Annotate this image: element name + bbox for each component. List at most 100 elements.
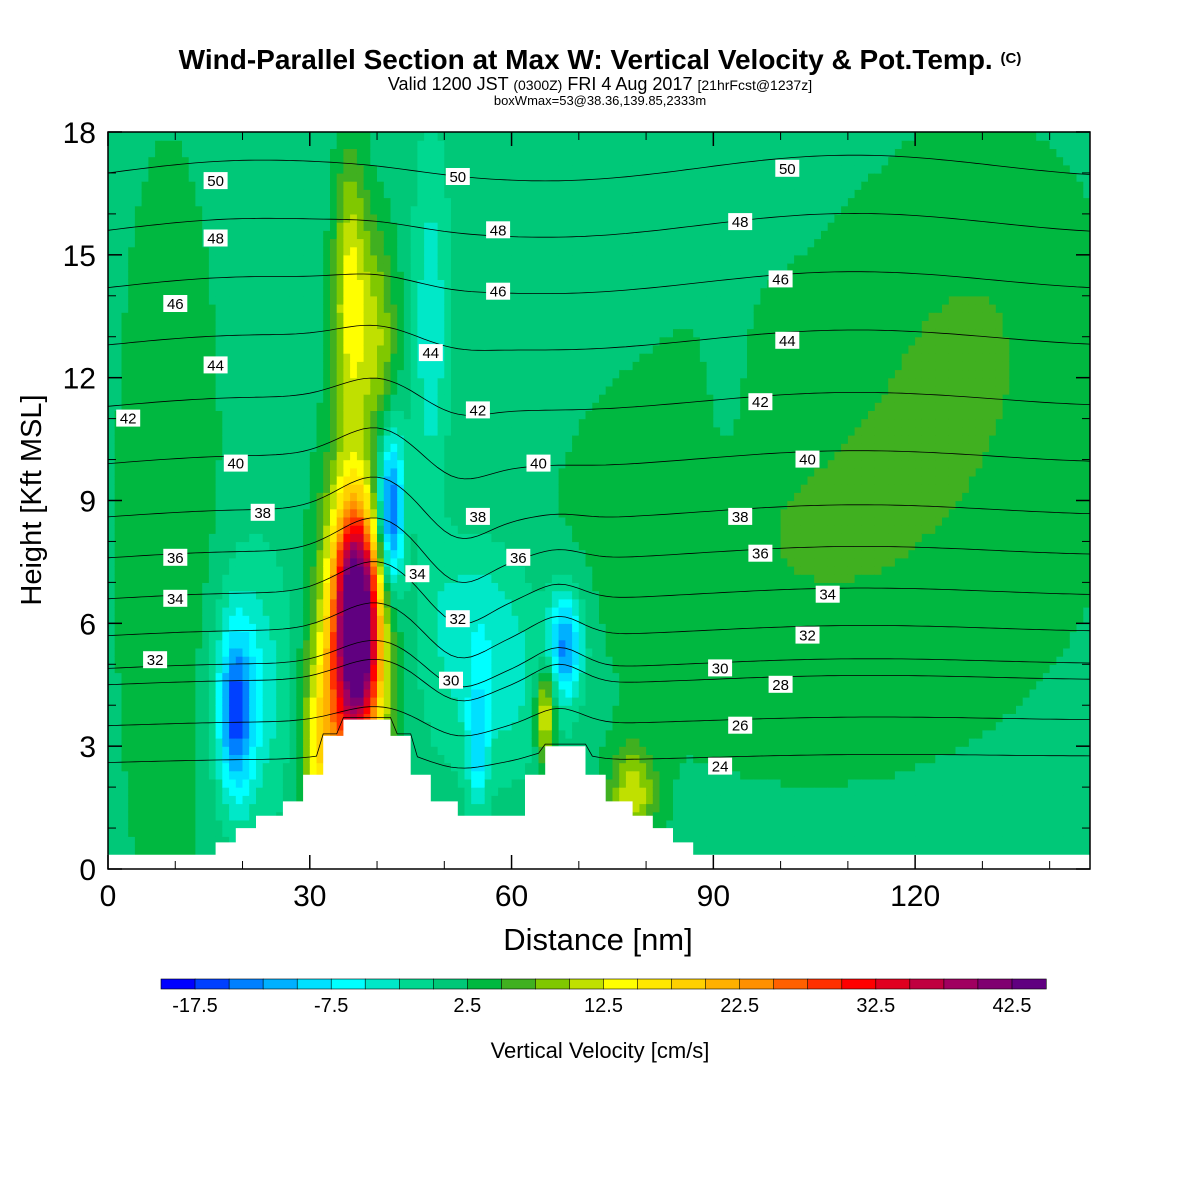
velocity-cell <box>296 238 304 248</box>
velocity-cell <box>309 246 318 256</box>
velocity-cell <box>269 287 277 297</box>
velocity-cell <box>269 336 277 346</box>
velocity-cell <box>477 721 486 731</box>
velocity-cell <box>202 410 210 420</box>
velocity-cell <box>235 172 244 182</box>
velocity-cell <box>397 484 405 493</box>
velocity-cell <box>229 664 237 674</box>
velocity-cell <box>377 402 385 411</box>
velocity-cell <box>148 320 156 330</box>
velocity-cell <box>457 140 466 149</box>
velocity-cell <box>155 762 163 772</box>
velocity-cell <box>128 467 136 477</box>
velocity-cell <box>410 525 418 534</box>
velocity-cell <box>430 451 439 461</box>
velocity-cell <box>289 132 297 141</box>
velocity-cell <box>444 664 452 674</box>
velocity-cell <box>114 344 122 354</box>
velocity-cell <box>215 688 223 698</box>
velocity-cell <box>336 344 344 354</box>
velocity-cell <box>128 443 136 452</box>
velocity-cell <box>262 304 270 313</box>
velocity-cell <box>141 590 149 600</box>
velocity-cell <box>289 467 297 477</box>
velocity-cell <box>471 475 479 485</box>
velocity-cell <box>114 320 122 330</box>
velocity-cell <box>121 811 129 821</box>
velocity-cell <box>417 164 425 174</box>
velocity-cell <box>202 484 210 493</box>
velocity-cell <box>289 590 297 600</box>
velocity-cell <box>303 418 311 428</box>
velocity-cell <box>242 222 250 231</box>
velocity-cell <box>303 189 311 199</box>
velocity-cell <box>256 336 264 346</box>
velocity-cell <box>148 205 156 215</box>
velocity-cell <box>134 385 143 395</box>
velocity-cell <box>175 574 183 583</box>
velocity-cell <box>350 164 358 174</box>
velocity-cell <box>148 590 156 600</box>
velocity-cell <box>148 172 156 182</box>
velocity-cell <box>148 729 156 739</box>
velocity-cell <box>309 213 318 223</box>
velocity-cell <box>403 402 412 411</box>
velocity-cell <box>114 156 122 166</box>
velocity-cell <box>336 353 344 362</box>
velocity-cell <box>242 287 250 297</box>
velocity-cell <box>403 672 412 682</box>
velocity-cell <box>377 287 385 297</box>
velocity-cell <box>430 164 439 174</box>
velocity-cell <box>108 140 116 149</box>
velocity-cell <box>370 566 378 575</box>
velocity-cell <box>249 263 257 272</box>
velocity-cell <box>262 639 270 649</box>
velocity-cell <box>471 598 479 608</box>
velocity-cell <box>121 238 129 248</box>
velocity-cell <box>229 631 237 641</box>
velocity-cell <box>188 295 196 305</box>
velocity-cell <box>262 795 270 805</box>
velocity-cell <box>161 238 170 248</box>
velocity-cell <box>343 680 351 690</box>
velocity-cell <box>424 156 432 166</box>
velocity-cell <box>457 738 466 747</box>
velocity-cell <box>161 336 170 346</box>
velocity-cell <box>444 729 452 739</box>
velocity-cell <box>316 672 324 682</box>
velocity-cell <box>444 492 452 502</box>
velocity-cell <box>134 484 143 493</box>
velocity-cell <box>397 451 405 461</box>
velocity-cell <box>316 746 324 755</box>
velocity-cell <box>262 607 270 616</box>
velocity-cell <box>457 557 466 567</box>
velocity-cell <box>114 451 122 461</box>
velocity-cell <box>350 328 358 338</box>
velocity-cell <box>128 639 136 649</box>
velocity-cell <box>242 467 250 477</box>
velocity-cell <box>390 443 398 452</box>
velocity-cell <box>141 443 149 452</box>
velocity-cell <box>383 541 392 551</box>
velocity-cell <box>121 361 129 371</box>
velocity-cell <box>155 140 163 149</box>
velocity-cell <box>222 738 230 747</box>
velocity-cell <box>316 492 324 502</box>
velocity-cell <box>410 328 418 338</box>
velocity-cell <box>330 656 338 665</box>
velocity-cell <box>195 132 203 141</box>
velocity-cell <box>182 148 190 158</box>
velocity-cell <box>471 631 479 641</box>
velocity-cell <box>282 631 291 641</box>
velocity-cell <box>175 205 183 215</box>
velocity-cell <box>336 647 344 657</box>
velocity-cell <box>168 525 176 534</box>
velocity-cell <box>262 156 270 166</box>
velocity-cell <box>464 148 472 158</box>
velocity-cell <box>141 836 149 845</box>
velocity-cell <box>262 549 270 559</box>
velocity-cell <box>242 492 250 502</box>
velocity-cell <box>175 418 183 428</box>
velocity-cell <box>444 336 452 346</box>
velocity-cell <box>410 394 418 403</box>
